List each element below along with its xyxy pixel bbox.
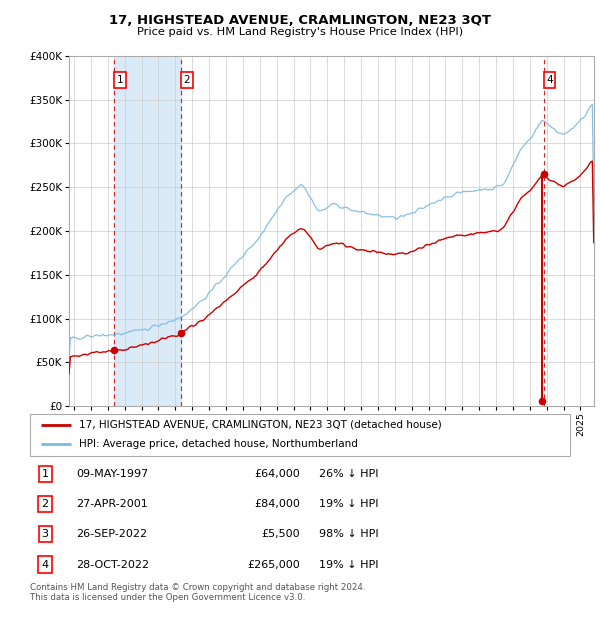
Text: £84,000: £84,000 [254, 499, 300, 509]
Text: 98% ↓ HPI: 98% ↓ HPI [319, 529, 379, 539]
Text: 4: 4 [41, 560, 49, 570]
Text: 17, HIGHSTEAD AVENUE, CRAMLINGTON, NE23 3QT: 17, HIGHSTEAD AVENUE, CRAMLINGTON, NE23 … [109, 14, 491, 27]
Text: 2: 2 [41, 499, 49, 509]
Text: 2: 2 [183, 75, 190, 85]
Text: 26-SEP-2022: 26-SEP-2022 [76, 529, 147, 539]
Text: 28-OCT-2022: 28-OCT-2022 [76, 560, 149, 570]
Text: £265,000: £265,000 [247, 560, 300, 570]
Text: Contains HM Land Registry data © Crown copyright and database right 2024.: Contains HM Land Registry data © Crown c… [30, 583, 365, 592]
Text: 19% ↓ HPI: 19% ↓ HPI [319, 560, 379, 570]
Text: 17, HIGHSTEAD AVENUE, CRAMLINGTON, NE23 3QT (detached house): 17, HIGHSTEAD AVENUE, CRAMLINGTON, NE23 … [79, 420, 442, 430]
Text: 26% ↓ HPI: 26% ↓ HPI [319, 469, 379, 479]
Text: 1: 1 [116, 75, 123, 85]
Text: HPI: Average price, detached house, Northumberland: HPI: Average price, detached house, Nort… [79, 440, 358, 450]
Bar [114, 56, 181, 406]
FancyBboxPatch shape [30, 414, 570, 456]
Text: 3: 3 [41, 529, 49, 539]
Text: 19% ↓ HPI: 19% ↓ HPI [319, 499, 379, 509]
Text: 4: 4 [546, 75, 553, 85]
Text: 27-APR-2001: 27-APR-2001 [76, 499, 148, 509]
Text: Price paid vs. HM Land Registry's House Price Index (HPI): Price paid vs. HM Land Registry's House … [137, 27, 463, 37]
Text: £5,500: £5,500 [262, 529, 300, 539]
Text: 1: 1 [41, 469, 49, 479]
Text: 09-MAY-1997: 09-MAY-1997 [76, 469, 148, 479]
Text: £64,000: £64,000 [254, 469, 300, 479]
Text: This data is licensed under the Open Government Licence v3.0.: This data is licensed under the Open Gov… [30, 593, 305, 602]
